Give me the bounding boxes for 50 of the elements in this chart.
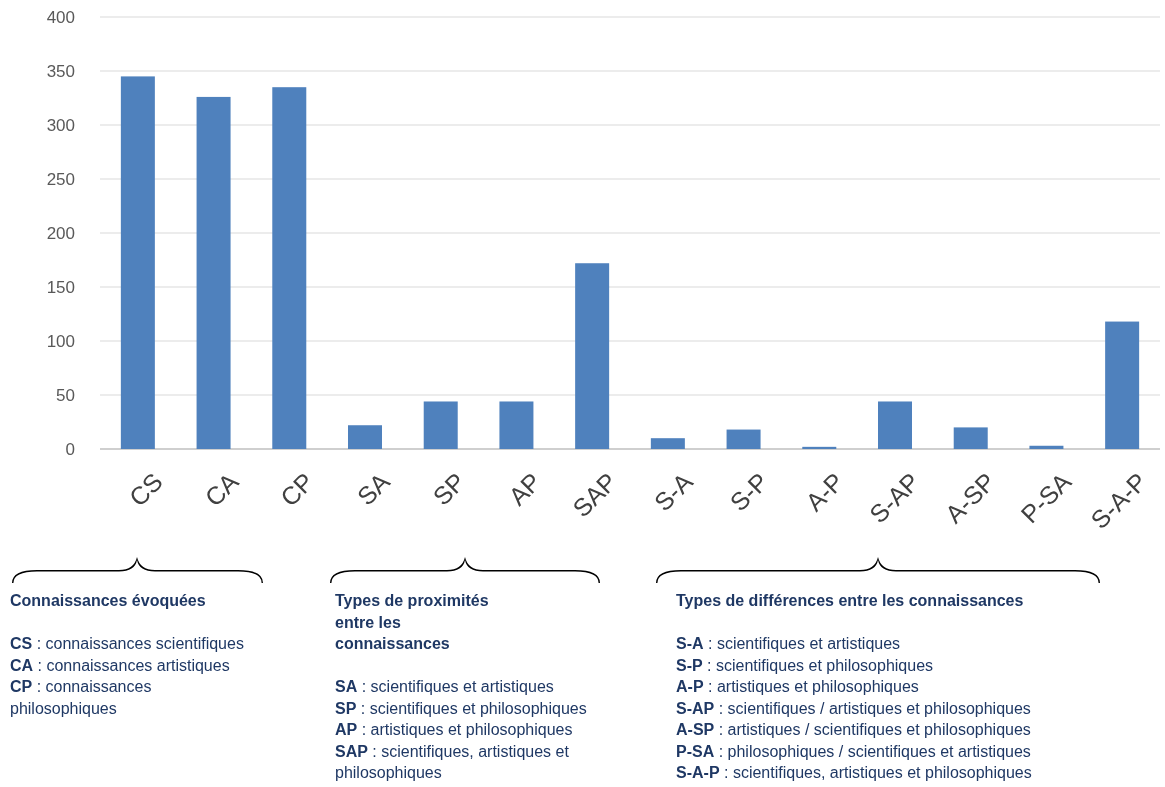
text: AP : artistiques et philosophiques	[335, 721, 573, 738]
bar	[499, 401, 534, 449]
y-tick-label: 0	[65, 439, 75, 459]
x-tick-label: CP	[274, 467, 320, 512]
text: S-A : scientifiques et artistiques	[676, 635, 901, 652]
text: CA : connaissances artistiques	[10, 656, 230, 674]
bar	[575, 263, 610, 449]
bar	[272, 87, 307, 449]
text: CS : connaissances scientifiques	[10, 635, 244, 652]
text: SAP : scientifiques, artistiques et philosophiques	[335, 742, 570, 781]
x-tick-label: AP	[502, 467, 547, 511]
bar	[802, 446, 837, 449]
x-tick-label: SP	[427, 467, 471, 511]
x-tick-label: S-P	[724, 467, 774, 517]
text: A-P : artistiques et philosophiques	[676, 678, 919, 695]
x-tick-label: S-A	[648, 466, 698, 517]
text: S-A-P : scientifiques, artistiques et philosophiques	[676, 764, 1032, 781]
y-tick-label: 250	[46, 169, 75, 189]
y-tick-label: 350	[46, 61, 75, 81]
y-tick-label: 400	[46, 7, 75, 27]
bar	[348, 425, 382, 449]
x-tick-label: CA	[199, 466, 244, 512]
text: SP : scientifiques et philosophiques	[335, 699, 587, 717]
text: Types de différences entre les connaissances	[676, 592, 1024, 609]
bar	[423, 401, 458, 449]
x-tick-label: SA	[351, 466, 396, 511]
y-tick-label: 200	[46, 223, 75, 243]
bar	[1029, 445, 1064, 449]
x-tick-label: A-P	[799, 467, 850, 517]
text: Connaissances évoquées	[10, 592, 206, 609]
text: A-SP : artistiques / scientifiques et philosophiques	[676, 721, 1031, 738]
bar	[120, 76, 155, 449]
text: S-AP : scientifiques / artistiques et philosophiques	[676, 699, 1031, 717]
text: P-SA : philosophiques / scientifiques et artistiques	[676, 742, 1031, 760]
y-tick-label: 300	[46, 115, 75, 135]
text: CP : connaissances philosophiques	[10, 678, 152, 717]
x-tick-label: SAP	[566, 467, 623, 523]
bar	[726, 429, 761, 449]
text: S-P : scientifiques et philosophiques	[676, 656, 934, 674]
y-tick-label: 100	[46, 331, 75, 351]
text: Types de proximités entre les connaissances	[335, 592, 489, 652]
bar	[878, 401, 912, 449]
y-tick-label: 50	[56, 385, 75, 405]
bar	[650, 438, 685, 449]
x-tick-label: CS	[123, 467, 168, 512]
bar	[953, 427, 988, 449]
bar	[1105, 321, 1140, 449]
bar	[196, 96, 231, 449]
text: SA : scientifiques et artistiques	[335, 678, 554, 695]
y-tick-label: 150	[46, 277, 75, 297]
